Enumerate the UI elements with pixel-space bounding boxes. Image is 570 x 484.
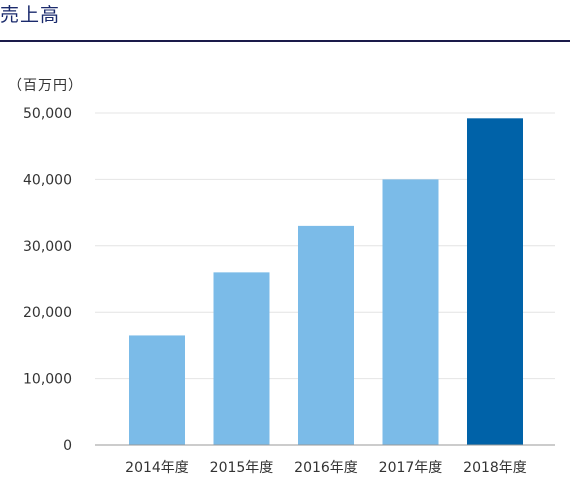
x-tick-label: 2015年度 <box>210 460 274 476</box>
title-divider <box>0 40 570 42</box>
y-tick-label: 20,000 <box>23 305 72 321</box>
bar-2016年度 <box>298 225 354 445</box>
y-tick-label: 30,000 <box>23 239 72 255</box>
x-tick-label: 2014年度 <box>125 460 189 476</box>
bar-2017年度 <box>382 179 439 445</box>
x-tick-label: 2018年度 <box>463 460 527 476</box>
y-tick-label: 40,000 <box>23 172 72 188</box>
y-tick-labels: 0 10,000 20,000 30,000 40,000 50,000 <box>23 106 72 454</box>
page-title: 売上高 <box>0 4 61 26</box>
x-tick-label: 2016年度 <box>294 460 358 476</box>
bar-2015年度 <box>213 272 270 445</box>
y-tick-label: 50,000 <box>23 106 72 122</box>
y-axis-unit-label: （百万円） <box>8 78 83 94</box>
bar-2014年度 <box>129 335 185 445</box>
bar-2018年度 <box>467 118 523 445</box>
bars <box>129 118 523 445</box>
x-tick-label: 2017年度 <box>379 460 443 476</box>
y-tick-label: 0 <box>63 438 72 454</box>
y-tick-label: 10,000 <box>23 372 72 388</box>
x-tick-labels: 2014年度 2015年度 2016年度 2017年度 2018年度 <box>125 460 527 476</box>
